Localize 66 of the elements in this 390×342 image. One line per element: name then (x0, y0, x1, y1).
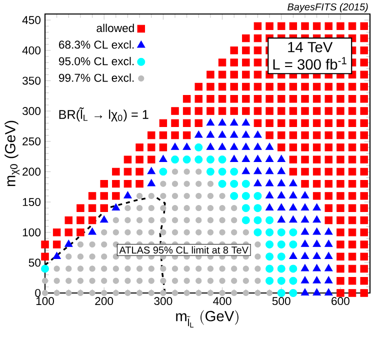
y-tick-label: 350 (22, 76, 41, 85)
point (266, 264, 274, 273)
annotation: L = 300 fb$^{-1}$ (273, 57, 346, 70)
legend-label: 68.3% CL excl. (59, 40, 134, 49)
point (266, 276, 274, 285)
point (254, 216, 262, 224)
annotation: ATLAS 95% CL limit at 8 TeV (119, 246, 248, 254)
x-tick-label: 300 (154, 297, 172, 306)
point (254, 204, 262, 212)
y-tick-label: 400 (22, 46, 41, 54)
y-tick-label: 0 (35, 288, 41, 297)
point (266, 252, 274, 261)
point (218, 156, 226, 164)
y-tick-label: 50 (28, 258, 41, 267)
point (277, 228, 286, 236)
annotation: BR(l̃$_{L}$ → lχ$_{0}$) = 1 (59, 107, 148, 122)
y-tick-label: 300 (22, 107, 41, 116)
point (242, 192, 250, 200)
point (230, 168, 238, 176)
point (289, 276, 298, 285)
point (194, 156, 203, 164)
point (159, 168, 168, 176)
point (41, 264, 50, 273)
x-axis-title: $\mathrm{m}_{\tilde{\mathrm{l}}_{\mathrm{L}}}\ \mathrm{(GeV)}$ (176, 310, 238, 328)
point (289, 288, 298, 297)
y-tick-label: 200 (22, 168, 41, 176)
y-tick-label: 450 (22, 16, 41, 24)
point (277, 252, 286, 261)
point (242, 204, 250, 212)
point (266, 228, 274, 236)
legend-label: 99.7% CL excl. (58, 74, 134, 82)
legend-label: 95.0% CL excl. (58, 56, 134, 66)
point (194, 143, 203, 152)
x-tick-label: 400 (213, 297, 232, 306)
point (266, 240, 274, 248)
legend-label: allowed (96, 24, 134, 32)
point (254, 228, 262, 236)
point (277, 276, 286, 285)
point (218, 168, 226, 176)
x-tick-label: 600 (332, 297, 350, 306)
point (277, 240, 286, 248)
point (289, 228, 298, 236)
y-tick-label: 150 (22, 198, 41, 206)
text: BayesFITS (2015) (288, 3, 368, 12)
point (277, 264, 286, 273)
x-tick-label: 500 (272, 297, 290, 306)
y-tick-label: 250 (22, 137, 41, 146)
point (218, 180, 226, 188)
point (230, 192, 238, 200)
point (206, 168, 214, 176)
x-tick-label: 100 (36, 297, 54, 306)
y-axis-title: m$_{χ0}$ (GeV) (4, 120, 20, 186)
annotation: 14 TeV (288, 42, 333, 52)
point (242, 216, 250, 224)
point (182, 156, 191, 164)
point (170, 156, 180, 164)
point (242, 180, 250, 188)
point (289, 264, 298, 273)
y-tick-label: 100 (22, 228, 41, 236)
point (254, 192, 262, 200)
point (289, 240, 298, 248)
x-tick-label: 200 (95, 297, 114, 306)
point (230, 180, 238, 188)
point (206, 156, 214, 164)
point (266, 216, 274, 224)
point (277, 288, 286, 297)
